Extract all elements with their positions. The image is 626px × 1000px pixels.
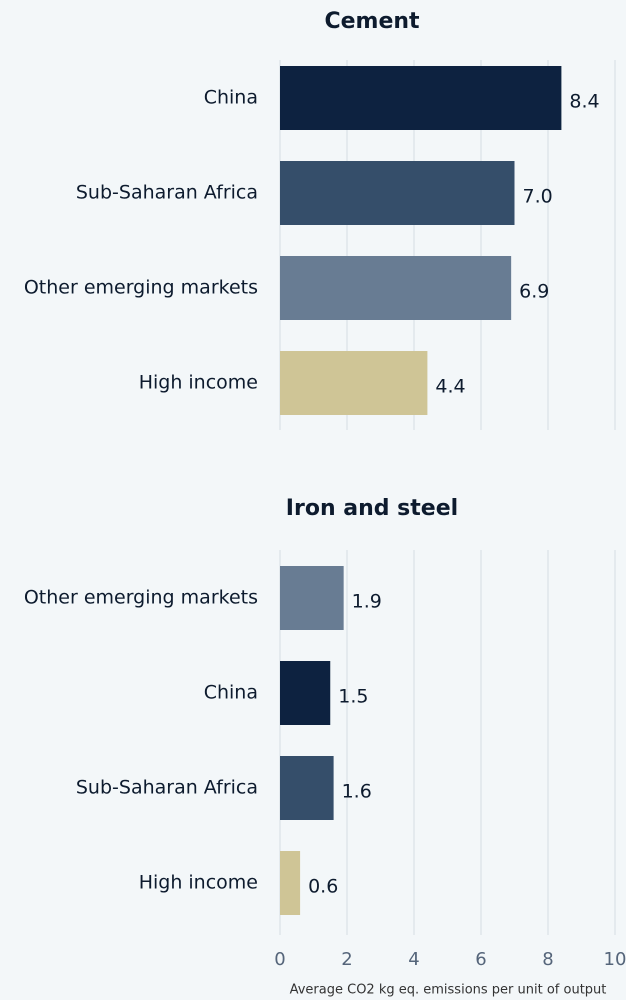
chart-title: Iron and steel [286, 496, 458, 521]
bar [280, 661, 331, 725]
data-label: 0.6 [308, 876, 338, 898]
y-tick-label: Sub-Saharan Africa [76, 182, 258, 204]
y-tick-label: Other emerging markets [24, 587, 258, 609]
data-label: 7.0 [523, 186, 553, 208]
y-tick-label: High income [139, 872, 258, 894]
x-axis-label: Average CO2 kg eq. emissions per unit of… [290, 983, 607, 998]
bar [280, 851, 301, 915]
x-tick-label: 6 [475, 949, 486, 970]
y-tick-label: China [204, 87, 258, 109]
y-tick-label: Other emerging markets [24, 277, 258, 299]
y-tick-label: High income [139, 372, 258, 394]
data-label: 1.6 [342, 781, 372, 803]
bar [280, 566, 344, 630]
data-label: 1.5 [338, 686, 368, 708]
data-label: 6.9 [519, 281, 549, 303]
data-label: 4.4 [435, 376, 465, 398]
x-tick-label: 4 [408, 949, 419, 970]
y-tick-label: Sub-Saharan Africa [76, 777, 258, 799]
y-tick-label: China [204, 682, 258, 704]
bar [280, 756, 334, 820]
bar [280, 351, 428, 415]
data-label: 1.9 [352, 591, 382, 613]
x-tick-label: 10 [604, 949, 626, 970]
chart-title: Cement [324, 9, 420, 34]
bar [280, 256, 512, 320]
x-tick-label: 0 [274, 949, 285, 970]
bar [280, 161, 515, 225]
data-label: 8.4 [569, 91, 599, 113]
x-tick-label: 2 [341, 949, 352, 970]
x-tick-label: 8 [542, 949, 553, 970]
bar [280, 66, 562, 130]
